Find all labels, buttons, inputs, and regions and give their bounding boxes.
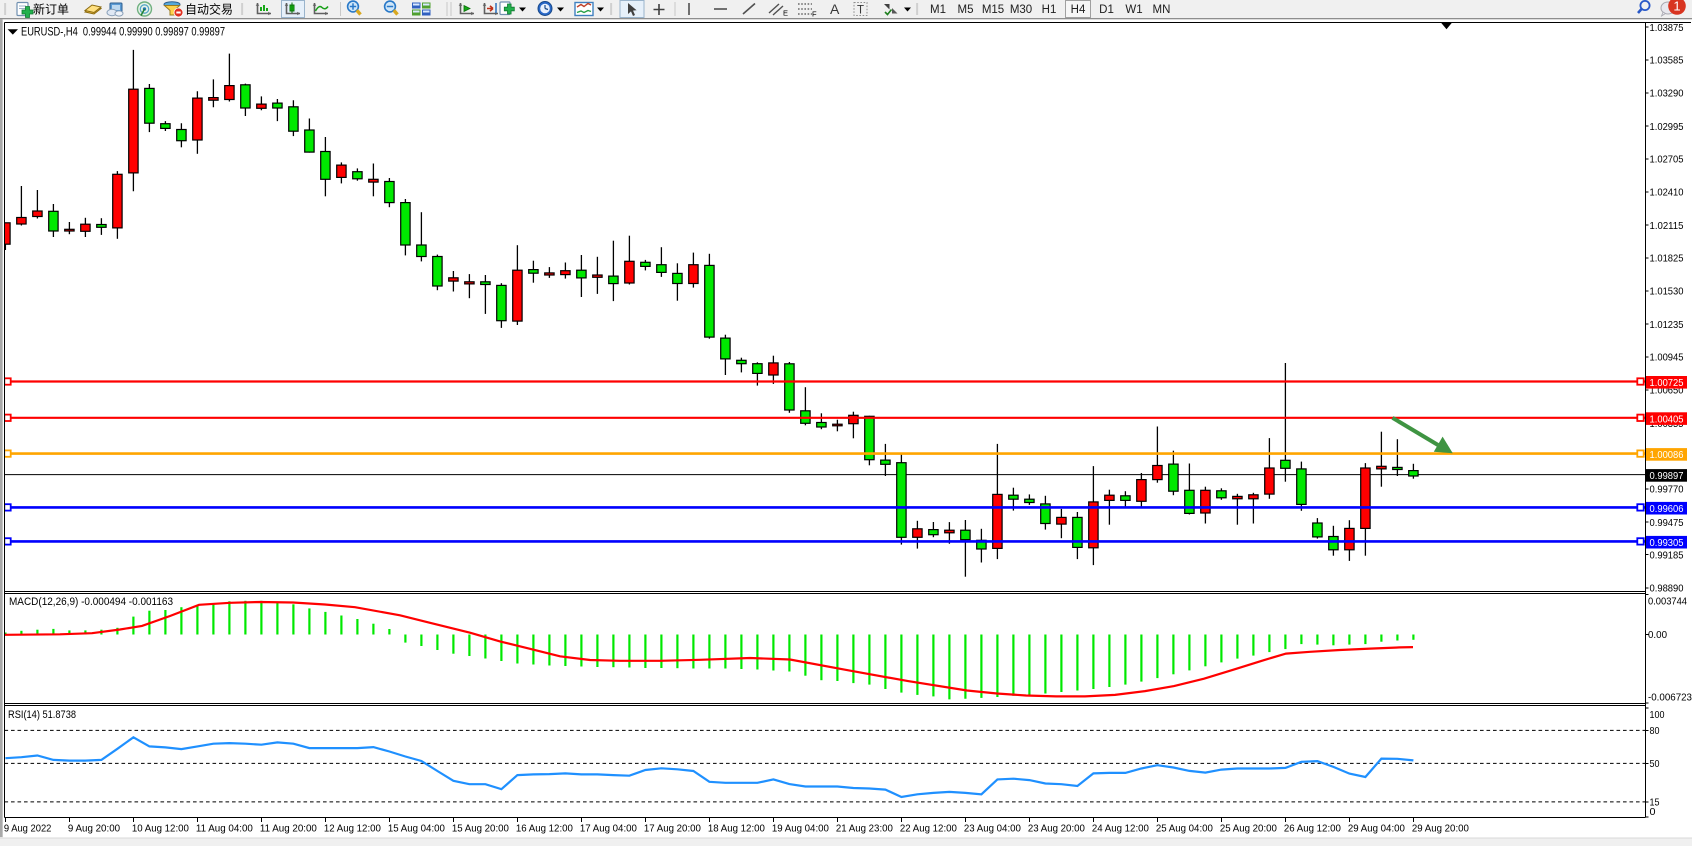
svg-text:1.00945: 1.00945 [1650,352,1684,364]
svg-text:M5: M5 [958,4,974,16]
svg-text:17 Aug 04:00: 17 Aug 04:00 [580,823,637,835]
svg-text:1: 1 [1673,0,1680,14]
svg-text:25 Aug 20:00: 25 Aug 20:00 [1220,823,1277,835]
svg-text:18 Aug 12:00: 18 Aug 12:00 [708,823,765,835]
svg-text:自动交易: 自动交易 [185,2,233,17]
svg-text:23 Aug 04:00: 23 Aug 04:00 [964,823,1021,835]
svg-text:9 Aug 20:00: 9 Aug 20:00 [68,823,120,835]
svg-text:M30: M30 [1010,4,1032,16]
svg-text:1.03585: 1.03585 [1650,55,1684,67]
svg-text:M15: M15 [982,4,1004,16]
svg-text:11 Aug 04:00: 11 Aug 04:00 [196,823,253,835]
svg-text:RSI(14) 51.8738: RSI(14) 51.8738 [8,709,76,721]
svg-text:25 Aug 04:00: 25 Aug 04:00 [1156,823,1213,835]
svg-text:D1: D1 [1099,4,1114,16]
svg-text:9 Aug 2022: 9 Aug 2022 [4,823,52,835]
svg-text:0.98890: 0.98890 [1650,583,1684,595]
svg-text:M1: M1 [930,4,946,16]
svg-text:1.03875: 1.03875 [1650,22,1684,34]
svg-text:29 Aug 20:00: 29 Aug 20:00 [1412,823,1469,835]
svg-text:0.00: 0.00 [1648,630,1667,641]
svg-text:1.01530: 1.01530 [1650,286,1684,298]
svg-text:1.00405: 1.00405 [1650,413,1684,425]
svg-text:1.02410: 1.02410 [1650,187,1684,199]
svg-text:0.99897: 0.99897 [1650,470,1684,482]
svg-text:H4: H4 [1071,4,1086,16]
svg-text:80: 80 [1650,725,1660,737]
svg-text:0.99475: 0.99475 [1650,517,1684,529]
svg-text:1.01825: 1.01825 [1650,253,1684,265]
svg-text:MACD(12,26,9) -0.000494 -0.001: MACD(12,26,9) -0.000494 -0.001163 [9,596,173,608]
svg-text:100: 100 [1650,709,1665,721]
svg-text:W1: W1 [1125,4,1142,16]
svg-text:F: F [812,10,817,19]
svg-text:0.99305: 0.99305 [1650,537,1684,549]
svg-text:50: 50 [1650,758,1660,770]
svg-text:0.99606: 0.99606 [1650,503,1684,515]
svg-text:15: 15 [1650,797,1660,809]
svg-text:1.03290: 1.03290 [1650,88,1684,100]
svg-text:29 Aug 04:00: 29 Aug 04:00 [1348,823,1405,835]
svg-text:新订单: 新订单 [33,2,69,17]
svg-text:H1: H1 [1042,4,1057,16]
svg-text:19 Aug 04:00: 19 Aug 04:00 [772,823,829,835]
svg-text:0.99185: 0.99185 [1650,549,1684,561]
svg-text:23 Aug 20:00: 23 Aug 20:00 [1028,823,1085,835]
svg-text:1.02995: 1.02995 [1650,121,1684,133]
svg-text:12 Aug 12:00: 12 Aug 12:00 [324,823,381,835]
svg-text:A: A [830,1,840,17]
svg-text:15 Aug 04:00: 15 Aug 04:00 [388,823,445,835]
svg-text:15 Aug 20:00: 15 Aug 20:00 [452,823,509,835]
svg-text:1.00725: 1.00725 [1650,377,1684,389]
svg-text:EURUSD-,H4 0.99944 0.99990 0.: EURUSD-,H4 0.99944 0.99990 0.99897 0.998… [21,26,225,38]
svg-text:0: 0 [1650,806,1656,818]
svg-text:10 Aug 12:00: 10 Aug 12:00 [132,823,189,835]
svg-text:16 Aug 12:00: 16 Aug 12:00 [516,823,573,835]
svg-text:26 Aug 12:00: 26 Aug 12:00 [1284,823,1341,835]
svg-text:-0.006723: -0.006723 [1648,693,1692,704]
svg-text:24 Aug 12:00: 24 Aug 12:00 [1092,823,1149,835]
svg-text:1.00086: 1.00086 [1650,449,1684,461]
svg-text:E: E [783,9,788,18]
svg-text:17 Aug 20:00: 17 Aug 20:00 [644,823,701,835]
svg-text:21 Aug 23:00: 21 Aug 23:00 [836,823,893,835]
svg-text:22 Aug 12:00: 22 Aug 12:00 [900,823,957,835]
svg-text:T: T [857,5,864,17]
svg-text:1.01235: 1.01235 [1650,319,1684,331]
svg-text:0.99770: 0.99770 [1650,484,1684,496]
svg-text:MN: MN [1153,4,1171,16]
svg-text:1.02115: 1.02115 [1650,220,1684,232]
svg-text:11 Aug 20:00: 11 Aug 20:00 [260,823,317,835]
svg-text:0.003744: 0.003744 [1648,597,1687,608]
svg-text:1.02705: 1.02705 [1650,154,1684,166]
